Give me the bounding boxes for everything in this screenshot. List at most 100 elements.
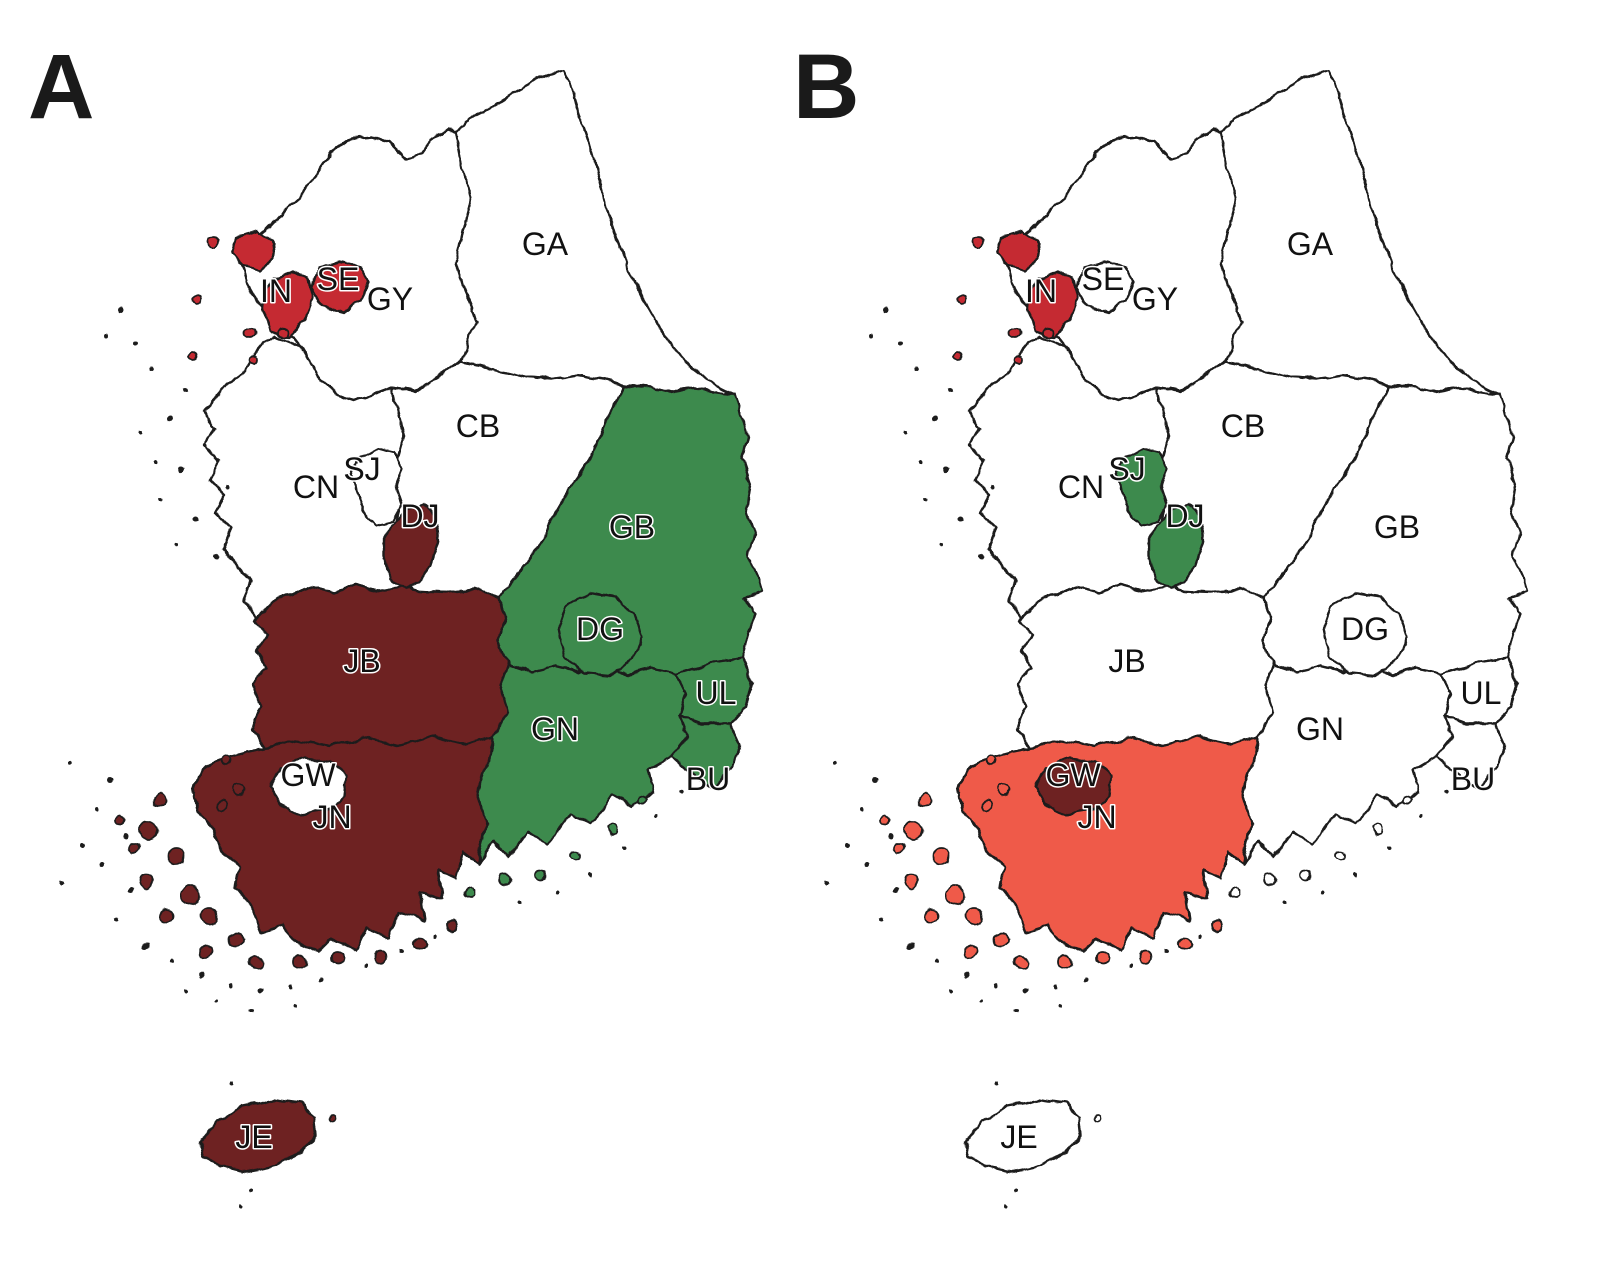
island-speck (249, 1189, 253, 1193)
island-speck (915, 366, 919, 370)
island-jn (1096, 951, 1110, 965)
island-in (956, 295, 966, 305)
region-label-cb: CB (1221, 408, 1265, 444)
island-speck (1059, 1004, 1063, 1008)
island-speck (1319, 891, 1323, 895)
island-speck (214, 999, 218, 1003)
island-jn (945, 886, 965, 906)
region-label-ul: UL (1461, 675, 1502, 711)
region-label-cn: CN (293, 469, 339, 505)
island-speck (1054, 984, 1058, 988)
island-gn (534, 868, 546, 880)
island-jn (1014, 955, 1028, 969)
island-speck (924, 498, 928, 502)
island-in (278, 327, 288, 337)
island-speck (932, 417, 938, 423)
region-label-jb: JB (1108, 643, 1145, 679)
island-jn (1138, 951, 1152, 965)
island-je (328, 1114, 336, 1122)
region-label-cn: CN (1058, 469, 1104, 505)
island-speck (699, 769, 703, 773)
island-jn (893, 842, 905, 854)
island-speck (229, 984, 233, 988)
island-speck (919, 459, 923, 463)
island-speck (991, 485, 995, 489)
island-speck (994, 1081, 998, 1085)
island-jn (1211, 920, 1223, 932)
island-jn (917, 792, 933, 808)
island-speck (289, 984, 293, 988)
island-gn (1371, 824, 1383, 836)
island-speck (882, 307, 888, 313)
island-in (1013, 355, 1023, 365)
island-speck (319, 977, 323, 981)
island-speck (859, 808, 863, 812)
island-speck (963, 973, 969, 979)
island-jn (932, 847, 950, 865)
island-speck (434, 934, 438, 938)
island-speck (958, 517, 964, 523)
island-speck (1444, 789, 1448, 793)
region-label-jn: JN (1077, 799, 1116, 835)
island-speck (1084, 977, 1088, 981)
region-label-gb: GB (609, 509, 655, 545)
island-speck (1023, 988, 1029, 994)
island-speck (943, 467, 949, 473)
island-speck (128, 888, 134, 894)
island-jn (903, 874, 919, 890)
island-speck (104, 334, 108, 338)
panel-geography (825, 68, 1529, 1208)
island-speck (978, 553, 984, 559)
island-speck (825, 879, 829, 883)
island-jn (201, 907, 219, 925)
panel-letter-a: A (28, 36, 94, 138)
island-speck (229, 1081, 233, 1085)
island-jn (446, 920, 458, 932)
island-jn (880, 815, 890, 825)
region-label-gn: GN (531, 711, 579, 747)
island-speck (1284, 899, 1288, 903)
island-speck (114, 919, 118, 923)
island-jn (966, 907, 984, 925)
island-speck (654, 814, 658, 818)
island-speck (213, 553, 219, 559)
region-ul (1439, 656, 1519, 726)
island-jn (981, 800, 993, 812)
island-speck (1129, 964, 1133, 968)
island-jn (964, 945, 978, 959)
region-label-sj: SJ (343, 451, 380, 487)
island-speck (833, 760, 837, 764)
island-jn (115, 815, 125, 825)
region-gw (268, 756, 348, 816)
island-in (248, 355, 258, 365)
island-jn (231, 783, 245, 797)
region-jn (957, 734, 1261, 954)
island-speck (994, 984, 998, 988)
island-in (953, 351, 963, 361)
island-jn (220, 754, 232, 766)
island-in (973, 236, 985, 248)
region-label-gn: GN (1296, 711, 1344, 747)
island-speck (184, 388, 188, 392)
island-speck (1419, 814, 1423, 818)
island-in (208, 236, 220, 248)
island-jn (1057, 954, 1073, 970)
island-speck (845, 844, 849, 848)
island-speck (979, 999, 983, 1003)
island-in (191, 295, 201, 305)
island-gn (1263, 873, 1277, 887)
island-speck (969, 444, 973, 448)
region-se (310, 260, 370, 314)
island-speck (869, 334, 873, 338)
region-sj (350, 446, 404, 528)
region-ga (1219, 68, 1501, 396)
island-speck (133, 343, 137, 347)
island-gn (637, 795, 647, 805)
island-jn (903, 820, 923, 840)
island-speck (68, 760, 72, 764)
island-gn (1299, 868, 1311, 880)
region-label-in: IN (260, 273, 292, 309)
region-label-je: JE (235, 1119, 272, 1155)
island-speck (150, 366, 154, 370)
